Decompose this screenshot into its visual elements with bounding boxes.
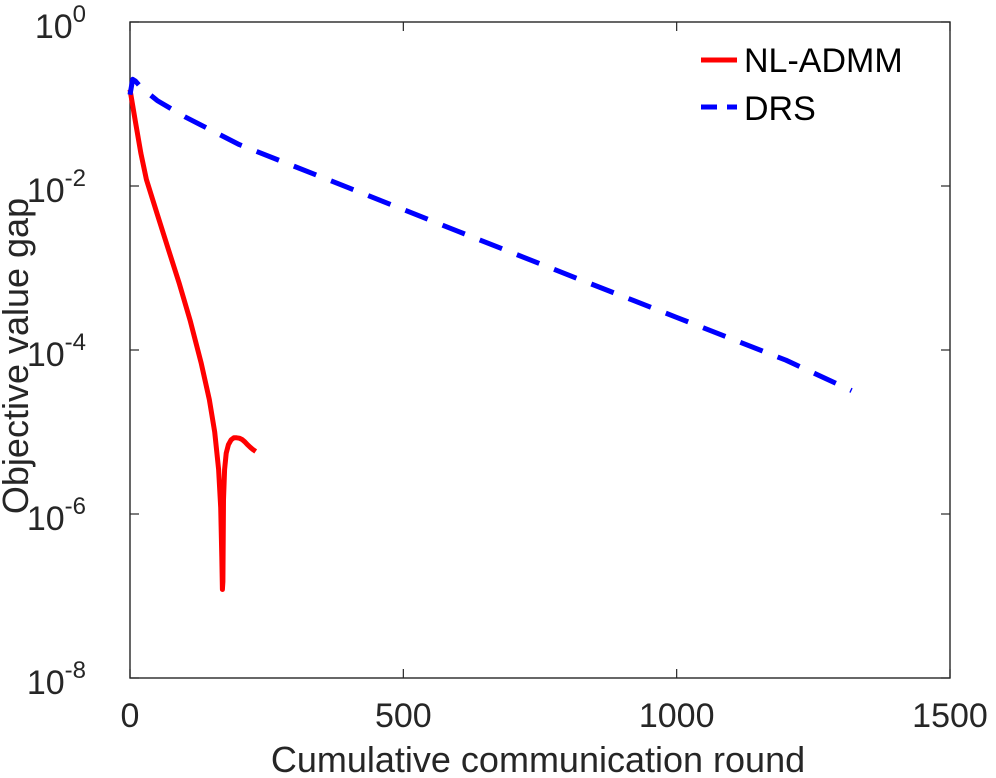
y-tick-label: 10-8 [27,657,86,702]
legend-label-drs: DRS [744,90,816,128]
legend-label-nl-admm: NL-ADMM [744,42,903,80]
axes-box [129,21,951,679]
legend: NL-ADMM DRS [701,42,903,128]
series-line-drs [127,76,853,393]
x-tick-label: 1500 [912,697,988,735]
x-axis-title: Cumulative communication round [271,739,805,778]
y-axis-title: Objective value gap [0,198,36,514]
x-tick-label: 1000 [639,697,715,735]
series-line-nl-admm [127,89,258,592]
y-tick-label: 100 [35,1,86,46]
x-axis-ticks: 0 500 1000 1500 [121,22,988,735]
x-tick-label: 0 [121,697,140,735]
series-layer [127,76,853,592]
x-tick-label: 500 [375,697,432,735]
